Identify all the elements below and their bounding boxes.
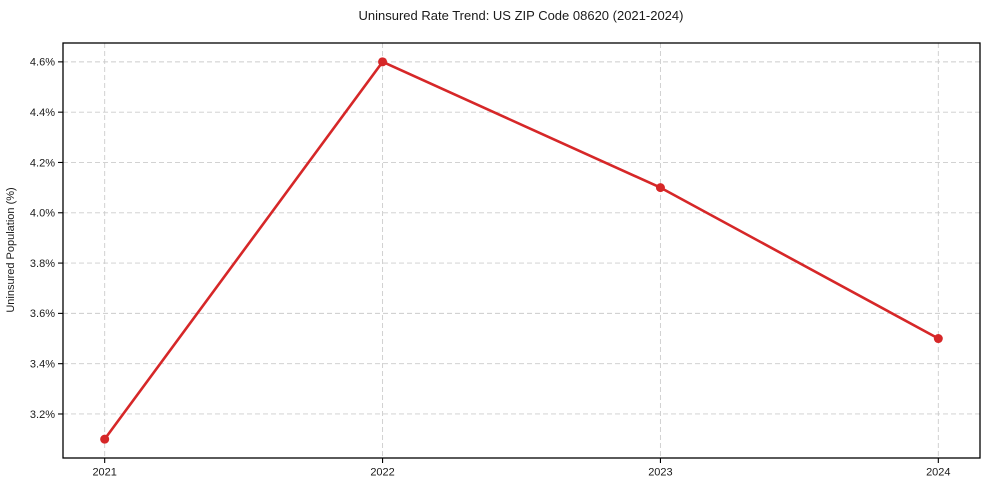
x-tick-label: 2022 — [370, 467, 394, 479]
x-tick-label: 2023 — [648, 467, 672, 479]
data-point-marker — [100, 434, 110, 444]
y-tick-label: 3.8% — [30, 258, 55, 270]
data-point-marker — [933, 334, 943, 344]
data-point-marker — [655, 183, 665, 193]
y-axis-label: Uninsured Population (%) — [5, 187, 17, 312]
plot-border — [62, 42, 981, 459]
grid-layer — [63, 43, 980, 458]
y-tick-label: 4.4% — [30, 107, 55, 119]
y-tick-label: 4.6% — [30, 57, 55, 69]
y-tick-label: 4.2% — [30, 157, 55, 169]
x-tick-label: 2024 — [926, 467, 950, 479]
series-layer — [100, 57, 943, 444]
tick-label-layer: 3.2% 3.4% 3.6% 3.8% 4.0% 4.2% 4.4% 4.6% 2021 2022… — [30, 57, 951, 479]
y-tick-label: 3.6% — [30, 308, 55, 320]
chart-title: Uninsured Rate Trend: US ZIP Code 08620 … — [359, 8, 684, 23]
y-tick-label: 3.2% — [30, 409, 55, 421]
trend-line — [103, 60, 939, 440]
y-tick-label: 3.4% — [30, 358, 55, 370]
data-point-marker — [378, 57, 388, 67]
x-tick-label: 2021 — [92, 467, 116, 479]
axis-layer — [58, 61, 939, 463]
y-tick-label: 4.0% — [30, 208, 55, 220]
